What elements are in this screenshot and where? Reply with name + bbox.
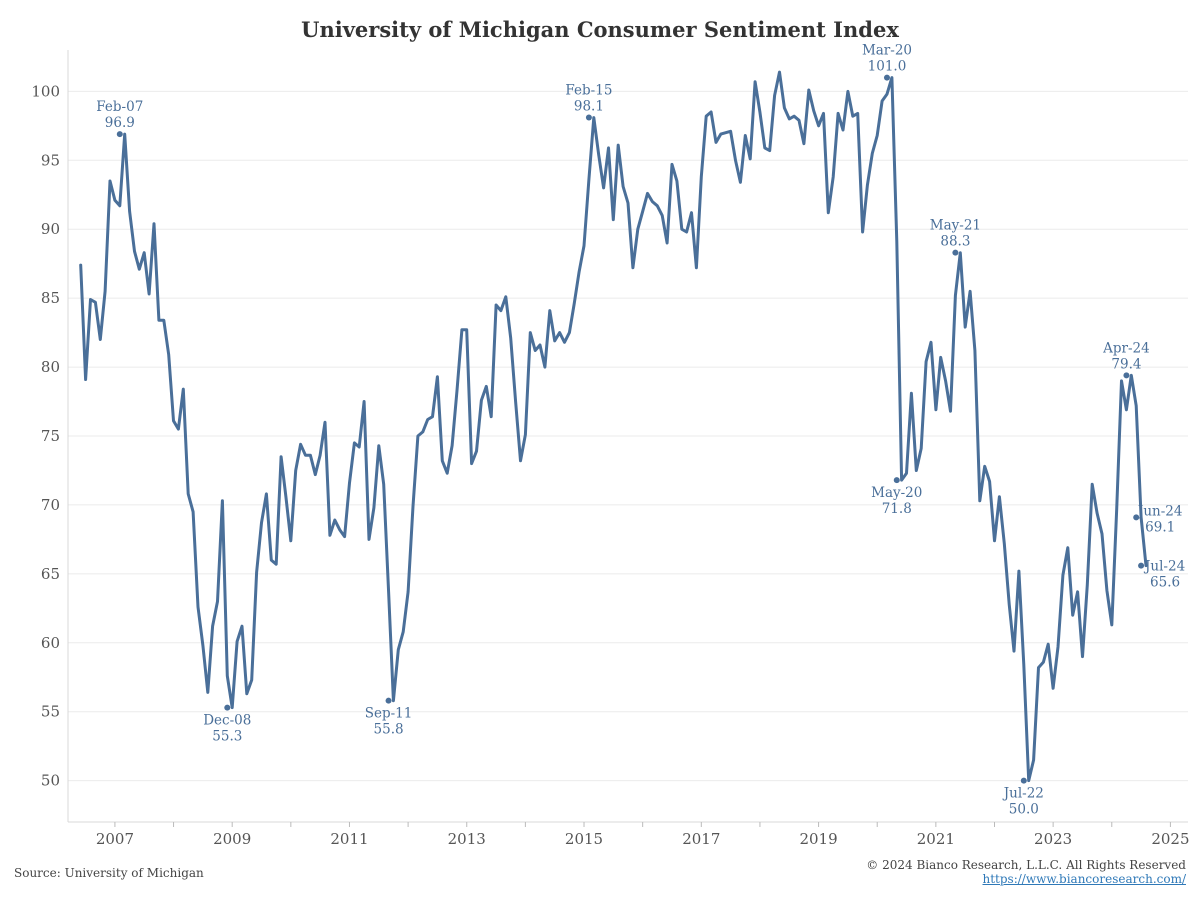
source-note: Source: University of Michigan	[14, 866, 204, 880]
y-tick-label: 95	[41, 151, 60, 169]
x-tick-label: 2011	[330, 830, 368, 848]
x-tick-label: 2007	[96, 830, 134, 848]
x-tick-label: 2021	[917, 830, 955, 848]
annotation-date-label: Dec-08	[203, 713, 251, 729]
sentiment-series-line	[79, 70, 1148, 783]
annotation-date-label: Mar-20	[862, 43, 912, 59]
y-tick-label: 75	[41, 427, 60, 445]
annotation-value-label: 50.0	[1009, 802, 1039, 818]
y-tick-label: 100	[31, 82, 60, 100]
y-tick-label: 65	[41, 565, 60, 583]
annotation-value-label: 69.1	[1145, 519, 1175, 535]
x-tick-label: 2023	[1034, 830, 1072, 848]
annotation-marker	[385, 697, 392, 704]
y-tick-label: 50	[41, 772, 60, 790]
website-link[interactable]: https://www.biancoresearch.com/	[982, 872, 1186, 886]
x-tick-label: 2019	[799, 830, 837, 848]
chart-title: University of Michigan Consumer Sentimen…	[301, 17, 899, 42]
annotation-value-label: 65.6	[1150, 575, 1180, 591]
annotation-marker	[883, 74, 890, 81]
annotation-value-label: 55.8	[374, 722, 404, 738]
x-tick-label: 2025	[1151, 830, 1189, 848]
annotation-value-label: 71.8	[882, 501, 912, 517]
copyright-text: © 2024 Bianco Research, L.L.C. All Right…	[866, 858, 1186, 872]
annotation-marker	[1123, 372, 1130, 379]
annotation-value-label: 79.4	[1111, 356, 1141, 372]
annotation-date-label: Jun-24	[1136, 503, 1183, 519]
annotation-value-label: 98.1	[574, 99, 604, 115]
annotation-marker	[585, 114, 592, 121]
annotation-marker	[1020, 777, 1027, 784]
annotation-marker	[116, 131, 123, 138]
annotation-marker	[1138, 562, 1145, 569]
annotation-value-label: 96.9	[105, 115, 135, 131]
y-tick-label: 85	[41, 289, 60, 307]
annotation-value-label: 88.3	[940, 234, 970, 250]
y-tick-label: 55	[41, 703, 60, 721]
annotation-value-label: 55.3	[212, 729, 242, 745]
annotation-marker	[224, 704, 231, 711]
annotation-date-label: Feb-15	[565, 83, 612, 99]
axes: 50 55 60 65 70 75 80 85 90 95 100 2007 2009 2011 2013 2…	[31, 50, 1190, 848]
annotation-date-label: Jul-24	[1143, 559, 1185, 575]
annotation-date-label: Sep-11	[365, 706, 413, 722]
annotation-date-label: May-20	[871, 485, 922, 501]
annotation-date-label: Apr-24	[1102, 340, 1150, 356]
annotation-date-label: Feb-07	[96, 99, 143, 115]
annotation-marker	[893, 477, 900, 484]
x-tick-label: 2013	[448, 830, 486, 848]
series-line-layer	[79, 70, 1148, 783]
annotation-marker	[952, 249, 959, 256]
y-tick-label: 60	[41, 634, 60, 652]
gridlines	[68, 90, 1188, 782]
annotation-value-label: 101.0	[868, 59, 907, 75]
x-tick-label: 2017	[682, 830, 720, 848]
annotation-marker	[1133, 514, 1140, 521]
y-tick-label: 70	[41, 496, 60, 514]
y-tick-label: 90	[41, 220, 60, 238]
copyright-block: © 2024 Bianco Research, L.L.C. All Right…	[866, 858, 1186, 886]
x-tick-label: 2015	[565, 830, 603, 848]
annotation-date-label: May-21	[930, 218, 981, 234]
y-tick-label: 80	[41, 358, 60, 376]
x-tick-label: 2009	[213, 830, 251, 848]
annotation-date-label: Jul-22	[1002, 786, 1044, 802]
